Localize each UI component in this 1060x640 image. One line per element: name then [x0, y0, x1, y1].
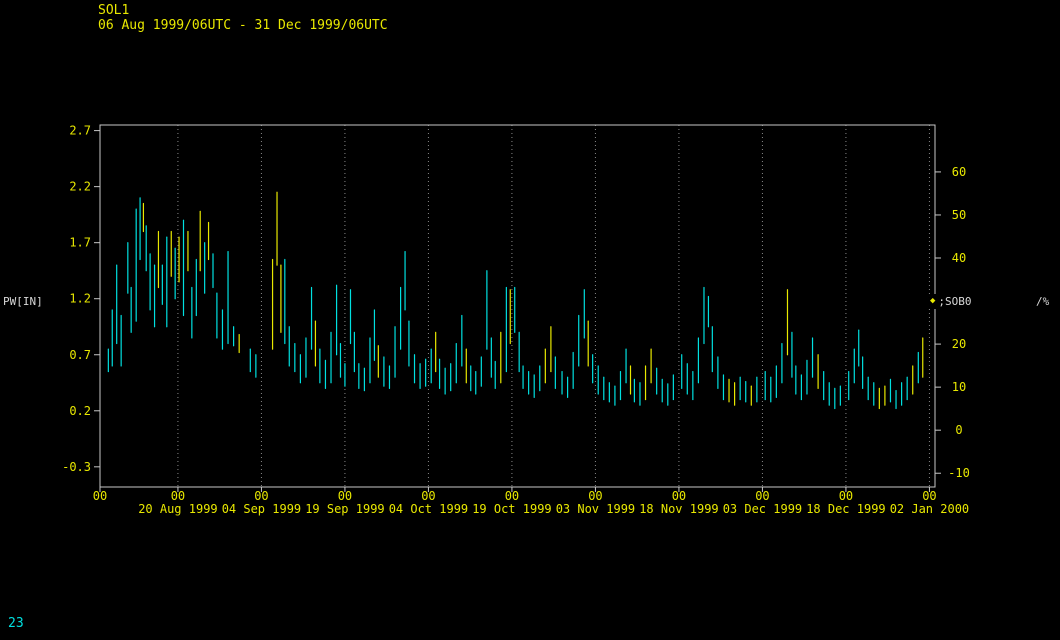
- x-hour-label: 00: [588, 489, 602, 503]
- x-date-label: 18 Dec 1999: [806, 502, 885, 516]
- y-left-tick-label: -0.3: [62, 460, 91, 474]
- y-left-tick-label: 2.2: [69, 180, 91, 194]
- y-axis-right-label: /%: [1036, 295, 1050, 308]
- plot-frame: [99, 124, 936, 488]
- x-hour-label: 00: [93, 489, 107, 503]
- y-right-tick-label: 10: [952, 380, 966, 394]
- x-date-label: 04 Sep 1999: [222, 502, 301, 516]
- x-date-label: 03 Nov 1999: [556, 502, 635, 516]
- x-date-label: 20 Aug 1999: [138, 502, 217, 516]
- y-axis-left-label: PW[IN]: [3, 295, 43, 308]
- page-number: 23: [8, 616, 24, 631]
- y-right-tick-label: -10: [948, 466, 970, 480]
- x-hour-label: 00: [755, 489, 769, 503]
- x-date-label: 03 Dec 1999: [723, 502, 802, 516]
- x-hour-label: 00: [338, 489, 352, 503]
- y-left-tick-label: 0.7: [69, 348, 91, 362]
- x-hour-label: 00: [922, 489, 936, 503]
- x-hour-label: 00: [171, 489, 185, 503]
- x-hour-label: 00: [421, 489, 435, 503]
- legend-label: ;SOB0: [938, 295, 972, 308]
- legend: ◆ ;SOB0: [928, 294, 974, 309]
- y-right-tick-label: 40: [952, 251, 966, 265]
- diamond-marker-icon: ◆: [930, 296, 936, 306]
- y-right-tick-label: 50: [952, 208, 966, 222]
- chart-title: SOL1: [98, 3, 130, 18]
- x-date-label: 18 Nov 1999: [639, 502, 718, 516]
- x-date-label: 19 Oct 1999: [472, 502, 551, 516]
- chart-date-range: 06 Aug 1999/06UTC - 31 Dec 1999/06UTC: [98, 18, 388, 33]
- y-left-tick-label: 1.7: [69, 236, 91, 250]
- x-date-label: 19 Sep 1999: [305, 502, 384, 516]
- x-date-label: 04 Oct 1999: [389, 502, 468, 516]
- y-left-tick-label: 0.2: [69, 404, 91, 418]
- x-hour-label: 00: [672, 489, 686, 503]
- x-hour-label: 00: [505, 489, 519, 503]
- y-right-tick-label: 60: [952, 165, 966, 179]
- y-left-tick-label: 1.2: [69, 292, 91, 306]
- y-right-tick-label: 0: [955, 423, 962, 437]
- x-hour-label: 00: [839, 489, 853, 503]
- y-right-tick-label: 20: [952, 337, 966, 351]
- x-hour-label: 00: [254, 489, 268, 503]
- y-left-tick-label: 2.7: [69, 124, 91, 138]
- x-date-label: 02 Jan 2000: [890, 502, 969, 516]
